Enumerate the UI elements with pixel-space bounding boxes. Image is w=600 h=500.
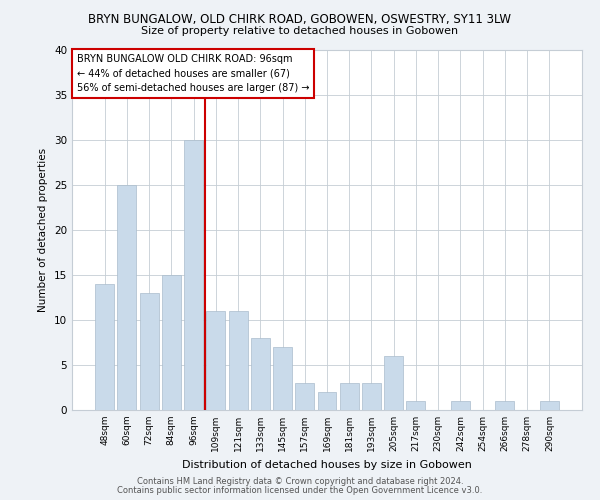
X-axis label: Distribution of detached houses by size in Gobowen: Distribution of detached houses by size …	[182, 460, 472, 469]
Text: Contains public sector information licensed under the Open Government Licence v3: Contains public sector information licen…	[118, 486, 482, 495]
Bar	[229, 311, 248, 410]
Bar	[95, 284, 114, 410]
Bar	[184, 140, 203, 410]
Bar	[140, 293, 158, 410]
Bar	[496, 401, 514, 410]
Bar	[384, 356, 403, 410]
Text: Size of property relative to detached houses in Gobowen: Size of property relative to detached ho…	[142, 26, 458, 36]
Bar	[273, 347, 292, 410]
Bar	[251, 338, 270, 410]
Bar	[340, 383, 359, 410]
Bar	[206, 311, 225, 410]
Text: BRYN BUNGALOW, OLD CHIRK ROAD, GOBOWEN, OSWESTRY, SY11 3LW: BRYN BUNGALOW, OLD CHIRK ROAD, GOBOWEN, …	[89, 12, 511, 26]
Bar	[162, 275, 181, 410]
Bar	[540, 401, 559, 410]
Y-axis label: Number of detached properties: Number of detached properties	[38, 148, 49, 312]
Bar	[362, 383, 381, 410]
Bar	[406, 401, 425, 410]
Text: BRYN BUNGALOW OLD CHIRK ROAD: 96sqm
← 44% of detached houses are smaller (67)
56: BRYN BUNGALOW OLD CHIRK ROAD: 96sqm ← 44…	[77, 54, 310, 93]
Bar	[295, 383, 314, 410]
Bar	[451, 401, 470, 410]
Bar	[118, 185, 136, 410]
Text: Contains HM Land Registry data © Crown copyright and database right 2024.: Contains HM Land Registry data © Crown c…	[137, 477, 463, 486]
Bar	[317, 392, 337, 410]
